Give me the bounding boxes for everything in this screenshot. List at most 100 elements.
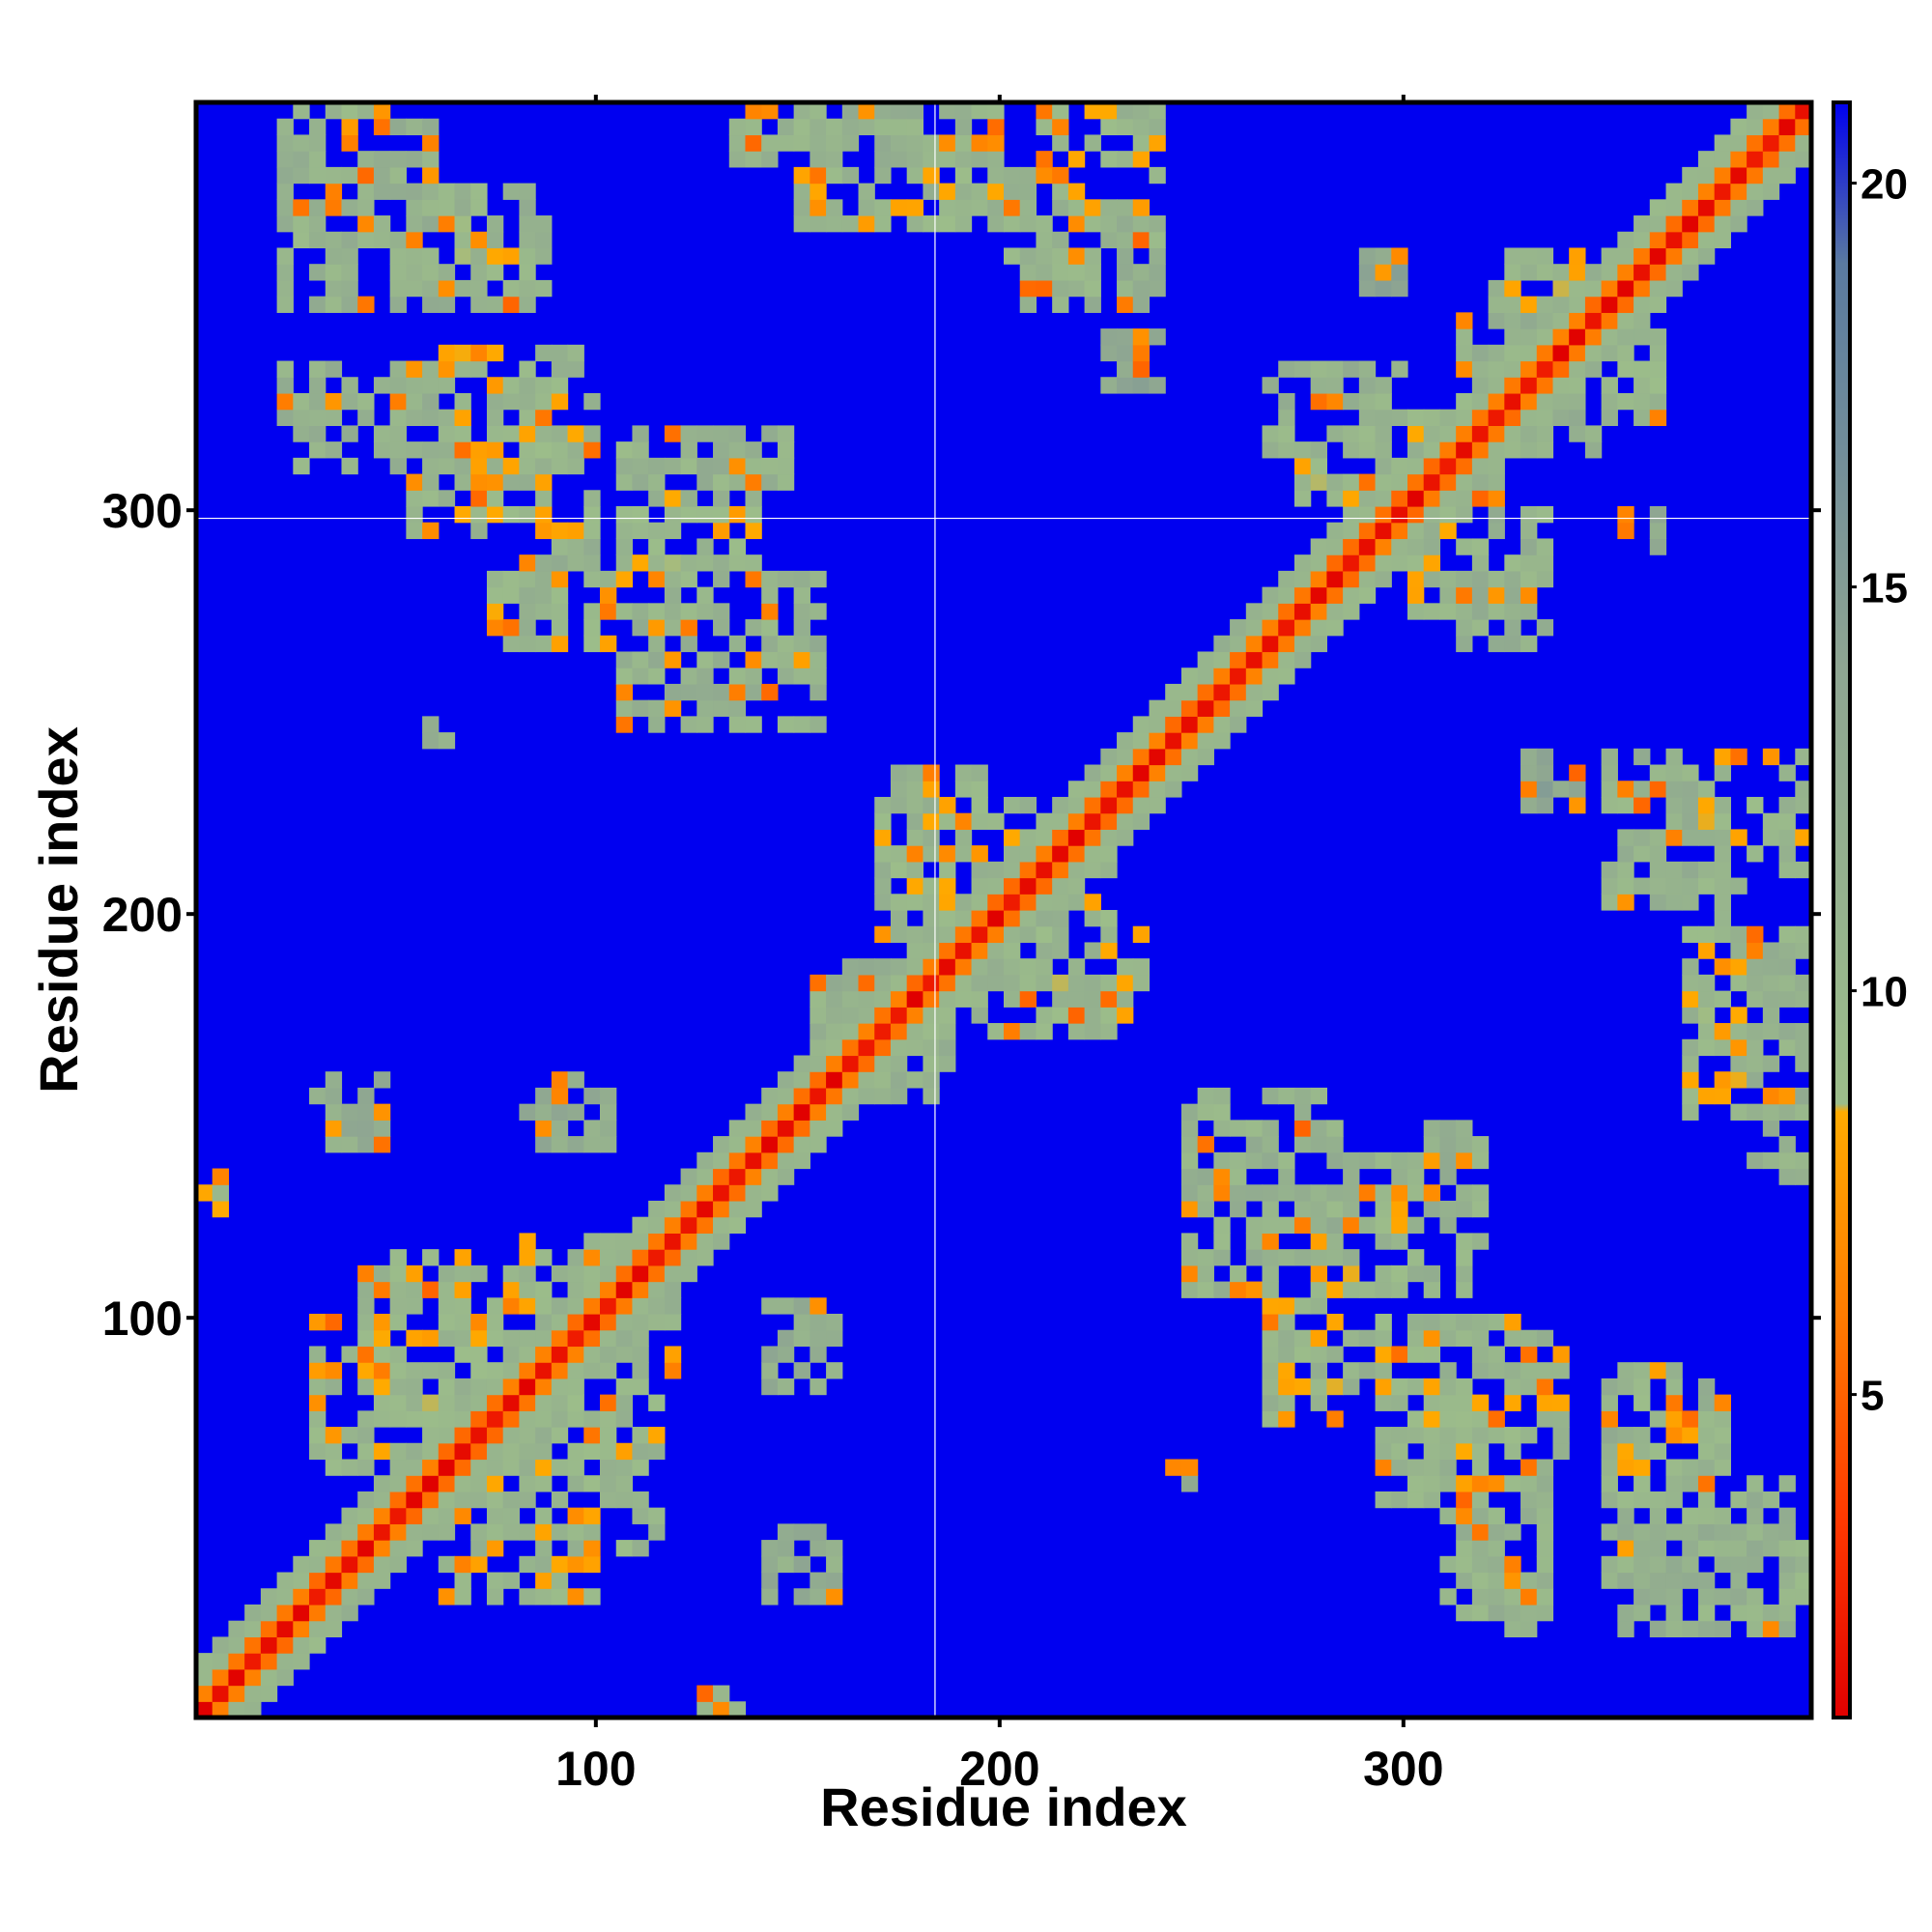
heatmap-cell	[244, 1653, 262, 1670]
heatmap-cell	[1326, 1346, 1344, 1363]
heatmap-cell	[1293, 586, 1312, 604]
heatmap-cell	[810, 134, 827, 152]
heatmap-cell	[260, 1668, 278, 1687]
heatmap-cell	[632, 1281, 649, 1298]
heatmap-cell	[1762, 151, 1780, 168]
heatmap-cell	[567, 457, 584, 475]
heatmap-cell	[600, 1491, 617, 1509]
heatmap-cell	[1197, 1087, 1214, 1105]
heatmap-cell	[1762, 102, 1780, 120]
heatmap-cell	[1730, 1555, 1747, 1574]
heatmap-cell	[422, 199, 440, 216]
heatmap-cell	[535, 247, 553, 265]
heatmap-cell	[1697, 1491, 1716, 1509]
heatmap-cell	[519, 1475, 536, 1492]
heatmap-cell	[551, 1314, 569, 1331]
heatmap-cell	[454, 1459, 471, 1476]
heatmap-cell	[1407, 1427, 1425, 1444]
heatmap-cell	[1536, 1507, 1554, 1524]
heatmap-cell	[632, 554, 649, 572]
heatmap-cell	[632, 1346, 649, 1363]
heatmap-cell	[1004, 925, 1021, 944]
heatmap-cell	[309, 377, 327, 394]
heatmap-cell	[406, 441, 423, 459]
heatmap-cell	[276, 1636, 294, 1654]
heatmap-cell	[1471, 1491, 1490, 1509]
heatmap-cell	[664, 603, 682, 620]
heatmap-cell	[1520, 635, 1538, 653]
heatmap-cell	[470, 183, 488, 200]
heatmap-cell	[535, 1281, 553, 1298]
heatmap-cell	[1358, 1151, 1377, 1170]
heatmap-cell	[486, 1491, 504, 1509]
heatmap-cell	[1634, 279, 1651, 298]
heatmap-cell	[1100, 377, 1118, 394]
heatmap-cell	[1407, 1410, 1425, 1428]
heatmap-cell	[1084, 812, 1101, 830]
heatmap-cell	[1520, 764, 1538, 781]
heatmap-cell	[1278, 635, 1295, 653]
heatmap-cell	[1407, 1329, 1425, 1348]
heatmap-cell	[1262, 441, 1279, 459]
heatmap-cell	[1117, 328, 1134, 346]
heatmap-cell	[1520, 1475, 1538, 1492]
heatmap-cell	[1019, 990, 1037, 1008]
heatmap-cell	[438, 1410, 456, 1428]
heatmap-cell	[793, 1588, 810, 1605]
heatmap-cell	[1326, 1378, 1344, 1396]
y-tick-label: 200	[102, 888, 183, 942]
heatmap-cell	[454, 1329, 471, 1348]
heatmap-cell	[761, 619, 779, 637]
heatmap-cell	[841, 1038, 860, 1057]
heatmap-cell	[1439, 1120, 1457, 1137]
heatmap-cell	[1520, 570, 1538, 588]
heatmap-cell	[1488, 392, 1505, 411]
heatmap-cell	[777, 1378, 795, 1396]
heatmap-cell	[357, 151, 375, 168]
heatmap-cell	[923, 1007, 940, 1024]
heatmap-cell	[325, 1103, 343, 1121]
heatmap-cell	[777, 473, 795, 491]
heatmap-cell	[1795, 1038, 1812, 1057]
heatmap-cell	[1471, 538, 1490, 555]
heatmap-cell	[1391, 506, 1408, 524]
heatmap-cell	[1747, 1023, 1764, 1040]
heatmap-cell	[632, 1329, 649, 1348]
heatmap-cell	[745, 134, 762, 152]
heatmap-cell	[906, 118, 923, 136]
heatmap-cell	[1471, 1362, 1490, 1379]
heatmap-cell	[1004, 974, 1021, 992]
heatmap-cell	[1536, 1523, 1554, 1541]
heatmap-cell	[1407, 1378, 1425, 1396]
heatmap-cell	[841, 1103, 860, 1121]
heatmap-cell	[1584, 264, 1603, 281]
heatmap-cell	[1714, 1023, 1731, 1040]
heatmap-cell	[228, 1653, 245, 1670]
heatmap-cell	[1117, 296, 1134, 313]
heatmap-cell	[777, 1151, 795, 1170]
heatmap-cell	[1634, 392, 1651, 411]
heatmap-cell	[502, 506, 520, 524]
heatmap-cell	[1714, 845, 1731, 863]
heatmap-cell	[1391, 1378, 1408, 1396]
heatmap-cell	[309, 166, 327, 185]
heatmap-cell	[1747, 974, 1764, 992]
heatmap-cell	[1310, 1346, 1327, 1363]
heatmap-cell	[923, 215, 940, 233]
heatmap-cell	[1117, 231, 1134, 249]
heatmap-cell	[470, 1346, 488, 1363]
heatmap-cell	[664, 1297, 682, 1315]
heatmap-cell	[373, 1523, 391, 1541]
heatmap-cell	[1100, 344, 1118, 362]
heatmap-cell	[906, 894, 923, 911]
heatmap-cell	[357, 1314, 375, 1331]
heatmap-cell	[373, 425, 391, 442]
heatmap-cell	[1714, 1038, 1731, 1057]
heatmap-cell	[745, 473, 762, 491]
heatmap-cell	[1471, 1507, 1490, 1524]
heatmap-cell	[551, 1103, 569, 1121]
heatmap-cell	[1471, 1540, 1490, 1557]
heatmap-cell	[1536, 764, 1554, 781]
heatmap-cell	[841, 974, 860, 992]
heatmap-cell	[632, 425, 649, 442]
